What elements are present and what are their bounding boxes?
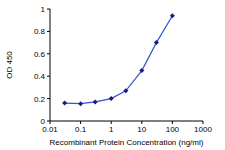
x-tick <box>141 121 142 124</box>
y-tick-label: 0.4 <box>34 72 46 81</box>
x-tick <box>80 121 81 124</box>
x-axis-label: Recombinant Protein Concentration (ng/ml… <box>50 138 204 147</box>
y-axis <box>50 9 51 121</box>
series-line <box>65 16 173 104</box>
x-tick <box>111 121 112 124</box>
x-tick <box>50 121 51 124</box>
y-tick-label: 0.6 <box>34 50 46 59</box>
x-tick-label: 10 <box>137 125 146 134</box>
marker <box>62 101 67 106</box>
marker <box>123 88 128 93</box>
y-tick <box>47 9 50 10</box>
y-tick-label: 0.8 <box>34 27 46 36</box>
y-tick-label: 1 <box>41 5 46 14</box>
marker <box>154 40 159 45</box>
x-tick-label: 1000 <box>194 125 212 134</box>
y-tick <box>47 98 50 99</box>
x-axis <box>50 121 203 122</box>
marker <box>139 68 144 73</box>
x-tick-label: 100 <box>166 125 180 134</box>
marker <box>170 13 175 18</box>
y-tick <box>47 76 50 77</box>
x-tick <box>172 121 173 124</box>
y-tick <box>47 53 50 54</box>
y-tick-label: 0.2 <box>34 95 46 104</box>
marker <box>109 96 114 101</box>
chart: 00.20.40.60.810.010.11101001000OD 450Rec… <box>0 0 225 150</box>
plot-area <box>62 13 175 106</box>
y-axis-label: OD 450 <box>5 51 14 79</box>
x-tick-label: 0.01 <box>42 125 58 134</box>
x-tick-label: 0.1 <box>75 125 87 134</box>
y-tick <box>47 31 50 32</box>
marker <box>78 101 83 106</box>
marker <box>93 99 98 104</box>
x-tick <box>203 121 204 124</box>
x-tick-label: 1 <box>109 125 114 134</box>
